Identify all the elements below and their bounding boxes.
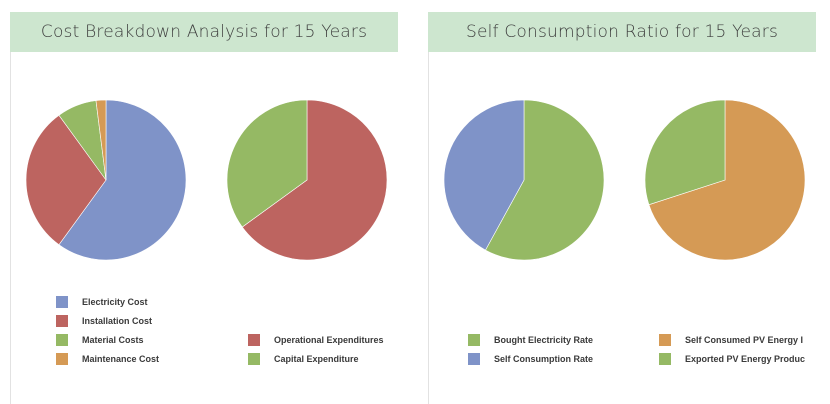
right-panel-border: [428, 52, 429, 404]
legend-swatch: [659, 334, 671, 346]
pie-slice-capital-expenditure[interactable]: [226, 99, 308, 228]
pie-slice-electricity-cost[interactable]: [58, 99, 187, 261]
pie-slice-self-consumption-rate[interactable]: [443, 99, 525, 251]
legend-swatch: [56, 315, 68, 327]
legend-swatch: [248, 353, 260, 365]
legend-label: Operational Expenditures: [274, 335, 384, 345]
electricity-cost-pie-chart[interactable]: [24, 98, 188, 262]
legend-item-operational-expenditures[interactable]: Operational Expenditures: [248, 333, 388, 347]
legend-label: Electricity Cost: [82, 297, 148, 307]
legend-label: Bought Electricity Rate: [494, 335, 594, 345]
self-consumption-title: Self Consumption Ratio for 15 Years: [465, 22, 779, 42]
self-consumption-header: Self Consumption Ratio for 15 Years: [428, 12, 816, 52]
legend-item-electricity-cost[interactable]: Electricity Cost: [56, 295, 196, 309]
legend-label: Installation Cost: [82, 316, 153, 326]
legend-swatch: [468, 334, 480, 346]
legend-label: Material Costs: [82, 335, 144, 345]
left-panel-border: [10, 52, 11, 404]
pie-slice-operational-expenditures[interactable]: [241, 99, 388, 261]
pie-slice-maintenance-cost[interactable]: [95, 99, 107, 181]
pv-energy-pie-chart[interactable]: [643, 98, 807, 262]
legend-label: Self Consumed PV Energy I: [685, 335, 804, 345]
legend-swatch: [468, 353, 480, 365]
legend-swatch: [659, 353, 671, 365]
legend-item-self-consumption-rate[interactable]: Self Consumption Rate: [468, 352, 608, 366]
cost-breakdown-header: Cost Breakdown Analysis for 15 Years: [10, 12, 398, 52]
legend-swatch: [56, 296, 68, 308]
expenditure-pie-chart[interactable]: [225, 98, 389, 262]
legend-swatch: [248, 334, 260, 346]
electricity-rate-pie-chart[interactable]: [442, 98, 606, 262]
legend-item-bought-electricity-rate[interactable]: Bought Electricity Rate: [468, 333, 608, 347]
legend-label: Maintenance Cost: [82, 354, 160, 364]
legend-item-exported-pv-energy-produc[interactable]: Exported PV Energy Produc: [659, 352, 819, 366]
legend-swatch: [56, 334, 68, 346]
legend-label: Exported PV Energy Produc: [685, 354, 806, 364]
legend-swatch: [56, 353, 68, 365]
legend-item-material-costs[interactable]: Material Costs: [56, 333, 196, 347]
cost-breakdown-title: Cost Breakdown Analysis for 15 Years: [40, 22, 368, 42]
pie-slice-installation-cost[interactable]: [25, 114, 107, 246]
legend-item-self-consumed-pv-energy-i[interactable]: Self Consumed PV Energy I: [659, 333, 819, 347]
legend-item-installation-cost[interactable]: Installation Cost: [56, 314, 196, 328]
legend-label: Self Consumption Rate: [494, 354, 594, 364]
pie-slice-self-consumed-pv-energy-i[interactable]: [648, 99, 806, 261]
legend-item-capital-expenditure[interactable]: Capital Expenditure: [248, 352, 388, 366]
legend-item-maintenance-cost[interactable]: Maintenance Cost: [56, 352, 196, 366]
pie-slice-bought-electricity-rate[interactable]: [485, 99, 605, 261]
pie-slice-exported-pv-energy-produc[interactable]: [644, 99, 726, 206]
legend-label: Capital Expenditure: [274, 354, 359, 364]
